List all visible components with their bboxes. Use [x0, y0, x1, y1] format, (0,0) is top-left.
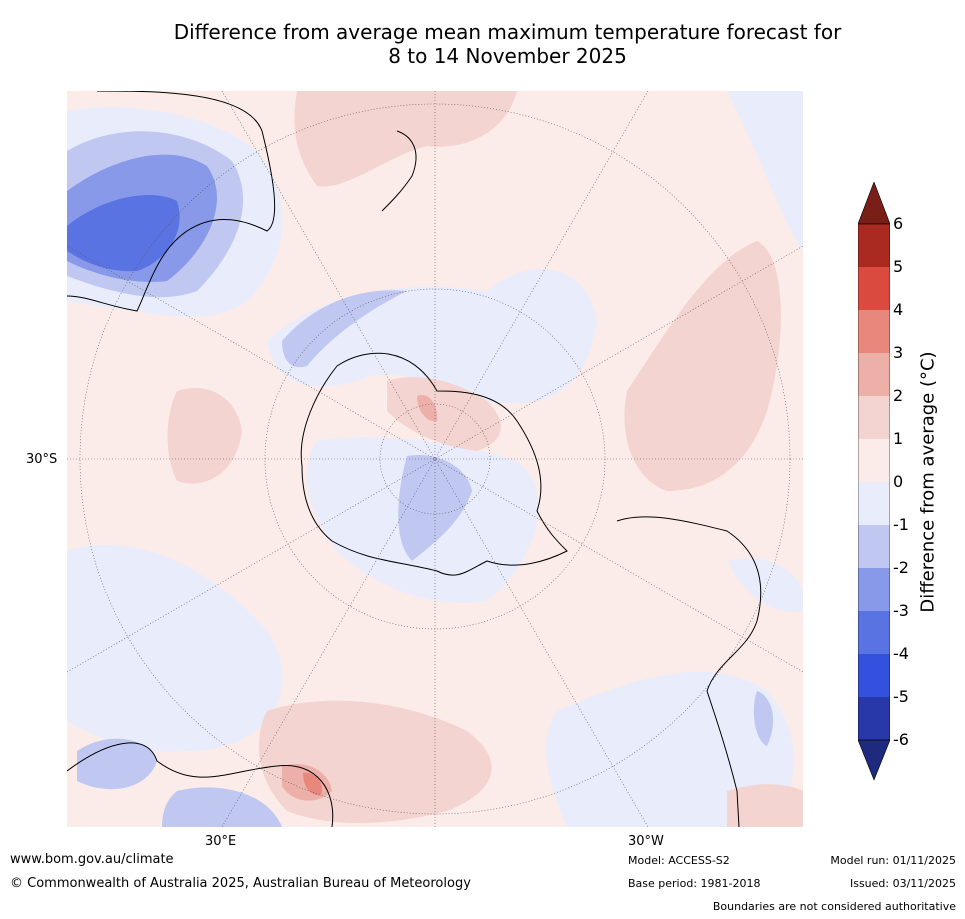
- colorbar-tick: -2: [893, 558, 909, 577]
- colorbar-tick: -4: [893, 644, 909, 663]
- land-africa: [67, 742, 334, 827]
- colorbar-extend-top: [858, 182, 890, 225]
- title-line-2: 8 to 14 November 2025: [388, 44, 627, 68]
- colorbar: [858, 182, 890, 781]
- footer-model: Model: ACCESS-S2: [628, 854, 730, 867]
- colorbar-tick: 0: [893, 472, 904, 491]
- colorbar-seg-m3tom2: [858, 568, 890, 611]
- colorbar-tick: 4: [893, 300, 904, 319]
- colorbar-seg-1to2: [858, 396, 890, 439]
- graticule-meridian-6: [67, 245, 803, 673]
- colorbar-tick: 1: [893, 429, 904, 448]
- colorbar-seg-3to4: [858, 310, 890, 353]
- anomaly-region-cool-ring-2: [282, 290, 407, 368]
- colorbar-tick: -5: [893, 687, 909, 706]
- footer-base-period: Base period: 1981-2018: [628, 877, 761, 890]
- colorbar-tick: 2: [893, 386, 904, 405]
- footer-issued: Issued: 03/11/2025: [849, 877, 956, 890]
- footer-model-run: Model run: 01/11/2025: [830, 854, 956, 867]
- graticule-meridian-3: [221, 91, 649, 827]
- colorbar-seg-0to1: [858, 439, 890, 482]
- footer-website[interactable]: www.bom.gov.au/climate: [10, 852, 174, 867]
- anomaly-region-cool-e: [727, 558, 803, 612]
- colorbar-tick: 6: [893, 214, 904, 233]
- anomaly-region-cool-s: [162, 787, 282, 827]
- lat-label: 30°S: [26, 452, 58, 467]
- colorbar-seg-m1to0: [858, 482, 890, 525]
- colorbar-tick: -3: [893, 601, 909, 620]
- colorbar-title: Difference from average (°C): [917, 351, 939, 613]
- land-new-zealand: [381, 130, 417, 212]
- anomaly-region-warm-center-2: [417, 394, 438, 422]
- anomaly-region-warm-w: [167, 387, 242, 484]
- colorbar-extend-bottom: [858, 739, 890, 781]
- anomaly-region-cool-ne: [727, 91, 803, 251]
- anomaly-region-warm-s: [258, 700, 492, 823]
- anomaly-region-warm-s-3: [303, 772, 322, 796]
- colorbar-tick: -1: [893, 515, 909, 534]
- footer-copyright: © Commonwealth of Australia 2025, Austra…: [10, 876, 471, 891]
- footer-disclaimer: Boundaries are not considered authoritat…: [712, 900, 956, 913]
- lon-label-east: 30°E: [205, 834, 237, 849]
- title-line-1: Difference from average mean maximum tem…: [173, 20, 842, 44]
- anomaly-region-cool-sw: [67, 544, 283, 752]
- graticule-meridian-4: [221, 91, 649, 827]
- map-svg: [67, 91, 803, 827]
- anomaly-region-warm-e: [624, 241, 781, 491]
- lon-label-west: 30°W: [628, 834, 664, 849]
- land-south-america: [616, 516, 762, 827]
- anomaly-region-cool-se: [546, 671, 794, 827]
- land-antarctica: [300, 352, 568, 576]
- anomaly-region-cool-sw-2: [77, 738, 157, 790]
- anomaly-region-warm-se: [727, 784, 803, 827]
- colorbar-tick: 5: [893, 257, 904, 276]
- anomaly-region-cool-nw-4: [67, 195, 180, 272]
- colorbar-seg-4to5: [858, 267, 890, 310]
- colorbar-seg-2to3: [858, 353, 890, 396]
- anomaly-region-warm-n: [294, 91, 517, 187]
- anomaly-region-cool-se-2: [753, 691, 774, 746]
- colorbar-seg-m5tom4: [858, 654, 890, 697]
- colorbar-seg-m4tom3: [858, 611, 890, 654]
- graticule-meridian-5: [67, 245, 803, 673]
- forecast-map: [67, 91, 803, 827]
- map-title: Difference from average mean maximum tem…: [60, 20, 955, 68]
- colorbar-seg-m6tom5: [858, 697, 890, 740]
- colorbar-tick: -6: [893, 730, 909, 749]
- colorbar-tick: 3: [893, 343, 904, 362]
- colorbar-seg-5to6: [858, 224, 890, 267]
- anomaly-region-warm-center: [387, 377, 501, 451]
- colorbar-seg-m2tom1: [858, 525, 890, 568]
